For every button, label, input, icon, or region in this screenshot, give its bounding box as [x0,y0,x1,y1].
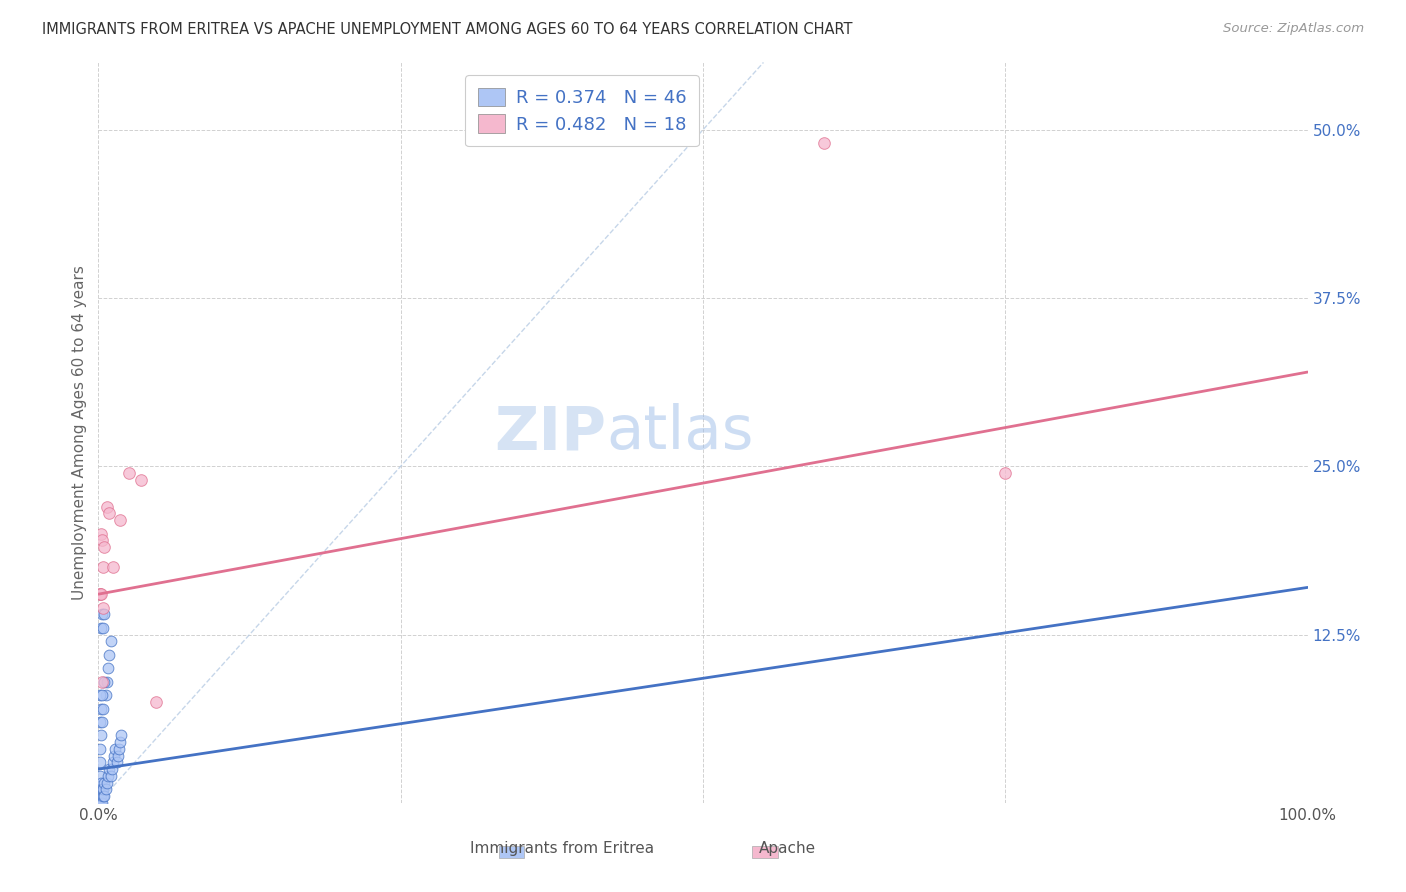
Point [90,775,112,789]
Point [89,796,111,810]
Point [89,769,111,783]
Point [91,782,114,797]
Point [96,500,118,514]
Text: Source: ZipAtlas.com: Source: ZipAtlas.com [1223,22,1364,36]
Point [89,587,111,601]
Point [100,762,122,776]
Point [90,621,112,635]
Point [93,674,115,689]
Point [91,607,114,622]
Point [105,756,128,770]
Point [89,587,111,601]
Point [98,648,121,662]
Point [90,587,112,601]
Point [91,674,114,689]
Point [98,507,121,521]
Point [108,735,131,749]
Text: ZIP: ZIP [495,403,606,462]
Point [100,769,122,783]
Point [90,729,112,743]
Point [101,560,124,574]
Point [89,714,111,729]
Point [145,695,167,709]
Point [98,762,121,776]
Point [103,748,125,763]
Point [94,688,117,702]
Y-axis label: Unemployment Among Ages 60 to 64 years: Unemployment Among Ages 60 to 64 years [72,265,87,600]
Point [93,607,115,622]
Point [97,769,120,783]
Point [89,789,111,803]
Point [93,540,115,554]
Point [91,714,114,729]
Point [90,796,112,810]
Point [129,473,152,487]
Point [93,789,115,803]
Point [100,634,122,648]
Point [110,729,132,743]
Point [118,466,141,480]
Text: Immigrants from Eritrea: Immigrants from Eritrea [471,841,654,856]
Point [108,513,131,527]
Point [96,674,118,689]
Point [91,621,114,635]
Legend: R = 0.374   N = 46, R = 0.482   N = 18: R = 0.374 N = 46, R = 0.482 N = 18 [465,75,699,146]
Point [94,782,117,797]
Point [93,775,115,789]
Point [108,742,131,756]
Text: atlas: atlas [606,403,754,462]
Point [91,533,114,548]
Point [104,742,127,756]
Point [107,748,129,763]
Point [91,789,114,803]
Point [89,756,111,770]
Point [91,782,114,797]
Point [91,701,114,715]
Point [91,688,114,702]
Point [96,775,118,789]
Point [90,789,112,803]
Point [90,526,112,541]
Point [90,701,112,715]
Point [813,136,835,151]
Text: Apache: Apache [759,841,815,856]
Point [89,742,111,756]
Point [89,688,111,702]
Point [89,782,111,797]
Point [994,466,1017,480]
Point [91,796,114,810]
Point [97,661,120,675]
Point [91,600,114,615]
Text: IMMIGRANTS FROM ERITREA VS APACHE UNEMPLOYMENT AMONG AGES 60 TO 64 YEARS CORRELA: IMMIGRANTS FROM ERITREA VS APACHE UNEMPL… [42,22,852,37]
Point [101,756,124,770]
Point [91,560,114,574]
